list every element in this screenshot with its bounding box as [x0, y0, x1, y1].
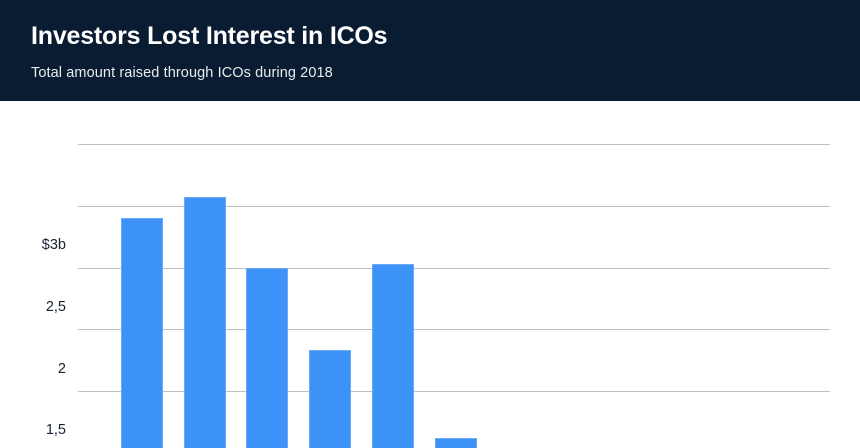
bar-2[interactable] [183, 197, 226, 448]
page-title: Investors Lost Interest in ICOs [31, 22, 388, 50]
gridline [78, 205, 830, 207]
gridline [78, 391, 830, 392]
y-axis-tick-label: 1,5 [45, 422, 66, 439]
gridline [78, 144, 830, 145]
gridline [78, 267, 830, 269]
y-axis-tick-label: 2 [57, 360, 66, 377]
chart-body: $3b2,521,510,5 [0, 101, 860, 448]
bar-4[interactable] [309, 350, 352, 448]
chart-header: Investors Lost Interest in ICOs Total am… [0, 0, 860, 101]
plot-area [78, 101, 830, 448]
bar-3[interactable] [246, 267, 289, 448]
bar-1[interactable] [121, 218, 163, 448]
bar-5[interactable] [371, 263, 414, 448]
y-axis-tick-label: 2,5 [45, 298, 66, 315]
y-axis-tick-label: $3b [41, 237, 66, 253]
bar-6[interactable] [434, 437, 477, 448]
gridline [78, 329, 830, 331]
page-subtitle: Total amount raised through ICOs during … [31, 65, 333, 81]
